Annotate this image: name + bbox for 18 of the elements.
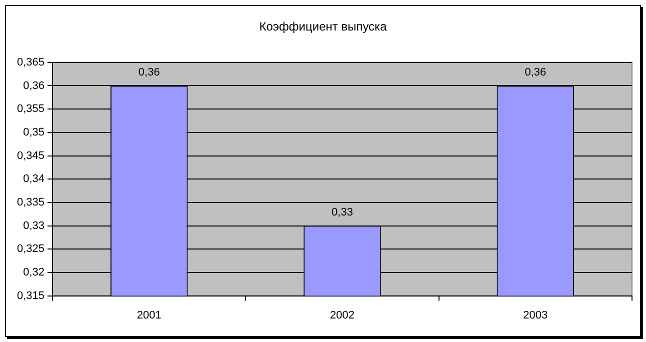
x-tick-label: 2003 [523,309,548,322]
y-tick-label: 0,335 [16,196,45,208]
y-tick-label: 0,33 [23,220,45,232]
y-tick-label: 0,325 [16,243,45,256]
y-tick-label: 0,355 [16,103,45,116]
x-tick-label: 2002 [330,309,355,322]
y-tick-label: 0,35 [23,126,45,138]
x-tick-label: 2001 [136,309,162,322]
y-tick-label: 0,34 [23,173,45,186]
y-tick-label: 0,36 [23,80,45,92]
y-tick-label: 0,365 [16,56,45,68]
chart-title: Коэффициент выпуска [259,20,388,34]
data-label: 0,36 [138,66,160,78]
y-tick-label: 0,315 [16,290,45,302]
y-tick-label: 0,32 [23,266,45,278]
data-label: 0,33 [332,206,353,218]
data-label: 0,36 [524,66,546,78]
y-tick-label: 0,345 [16,150,45,162]
